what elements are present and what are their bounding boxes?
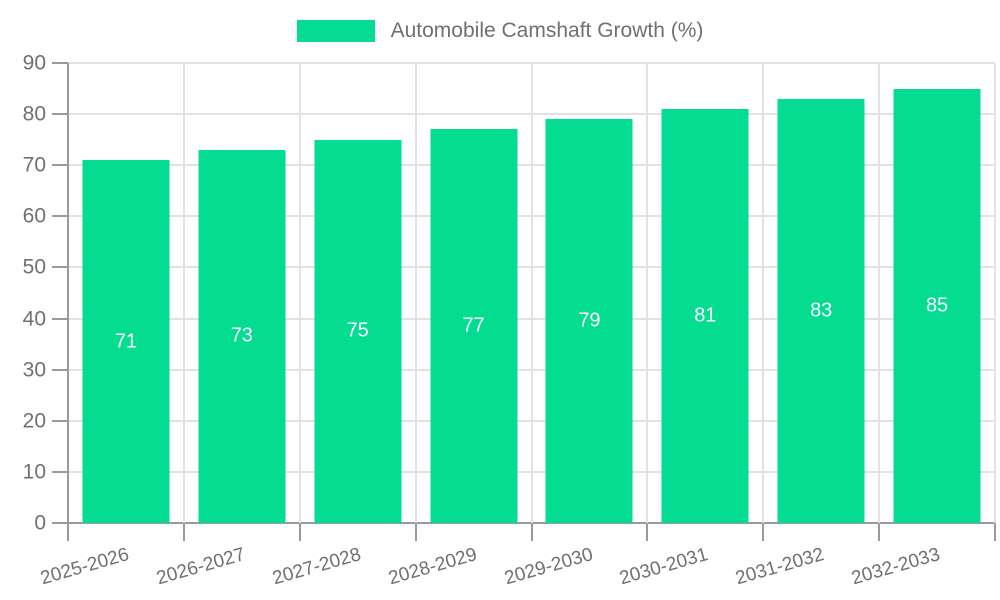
bar-value-label: 85 — [925, 294, 949, 317]
y-axis-tick — [52, 419, 68, 422]
x-axis-tick — [994, 523, 996, 541]
bar: 75 — [314, 139, 402, 523]
y-axis-tick-label: 50 — [22, 255, 46, 279]
x-axis-tick-label: 2027-2028 — [270, 544, 364, 590]
x-axis-tick — [530, 523, 533, 541]
gridline-vertical — [182, 63, 185, 523]
bar: 85 — [893, 88, 981, 523]
y-axis-tick — [52, 113, 68, 116]
bar: 77 — [430, 129, 518, 523]
gridline-vertical — [994, 63, 996, 523]
y-axis-tick — [52, 266, 68, 269]
y-axis-tick-label: 70 — [22, 153, 46, 177]
y-axis-tick-label: 60 — [22, 204, 46, 228]
bar-value-label: 75 — [346, 319, 369, 342]
x-axis-tick — [646, 523, 649, 541]
y-axis-tick — [52, 317, 68, 320]
gridline-vertical — [414, 63, 417, 523]
bar-value-label: 73 — [230, 324, 253, 347]
x-axis-tick-label: 2025-2026 — [38, 544, 132, 590]
bar: 79 — [545, 119, 633, 523]
bar: 71 — [82, 160, 170, 523]
x-axis-tick — [762, 523, 765, 541]
x-axis-tick-label: 2028-2029 — [385, 544, 480, 590]
x-axis-tick — [67, 523, 69, 541]
legend-swatch — [296, 20, 375, 42]
x-axis-tick — [878, 523, 881, 541]
plot-area: 0 10 20 30 40 50 60 70 80 90 71 2025-2026 73 2026-202… — [23, 53, 996, 589]
bar-value-label: 77 — [462, 314, 485, 337]
y-axis-tick — [52, 164, 68, 167]
y-axis-tick — [52, 522, 68, 524]
bar: 81 — [661, 109, 749, 523]
y-axis-tick-label: 90 — [22, 51, 46, 75]
x-axis-tick — [182, 523, 185, 541]
y-axis-tick-label: 10 — [22, 460, 46, 484]
legend-item[interactable]: Automobile Camshaft Growth (%) — [0, 19, 1000, 43]
legend-label: Automobile Camshaft Growth (%) — [390, 19, 704, 42]
bar-value-label: 79 — [578, 309, 601, 332]
bar: 83 — [777, 98, 865, 523]
x-axis-tick-label: 2032-2033 — [849, 544, 943, 590]
gridline-vertical — [762, 63, 765, 523]
y-axis-tick — [52, 215, 68, 218]
gridline-vertical — [878, 63, 881, 523]
y-axis-tick-label: 80 — [22, 102, 46, 126]
y-axis-tick-label: 0 — [34, 511, 46, 535]
gridline-vertical — [298, 63, 301, 523]
y-axis-tick — [52, 368, 68, 371]
y-axis-tick — [52, 62, 68, 64]
y-axis-tick-label: 30 — [22, 358, 46, 382]
y-axis-line — [67, 63, 69, 523]
x-axis-tick-label: 2026-2027 — [154, 544, 248, 590]
y-axis-tick-label: 20 — [22, 409, 46, 433]
bar-value-label: 81 — [694, 304, 717, 327]
bar-value-label: 71 — [114, 330, 138, 353]
y-axis-tick — [52, 470, 68, 473]
gridline-vertical — [530, 63, 533, 523]
x-axis-tick — [298, 523, 301, 541]
x-axis-tick-label: 2031-2032 — [733, 544, 827, 590]
x-axis-tick-label: 2029-2030 — [501, 544, 595, 590]
bar-value-label: 83 — [810, 299, 833, 322]
x-axis-tick-label: 2030-2031 — [617, 544, 711, 590]
bar: 73 — [198, 149, 286, 523]
y-axis-tick-label: 40 — [22, 307, 46, 331]
x-axis-tick — [414, 523, 417, 541]
gridline-vertical — [646, 63, 649, 523]
